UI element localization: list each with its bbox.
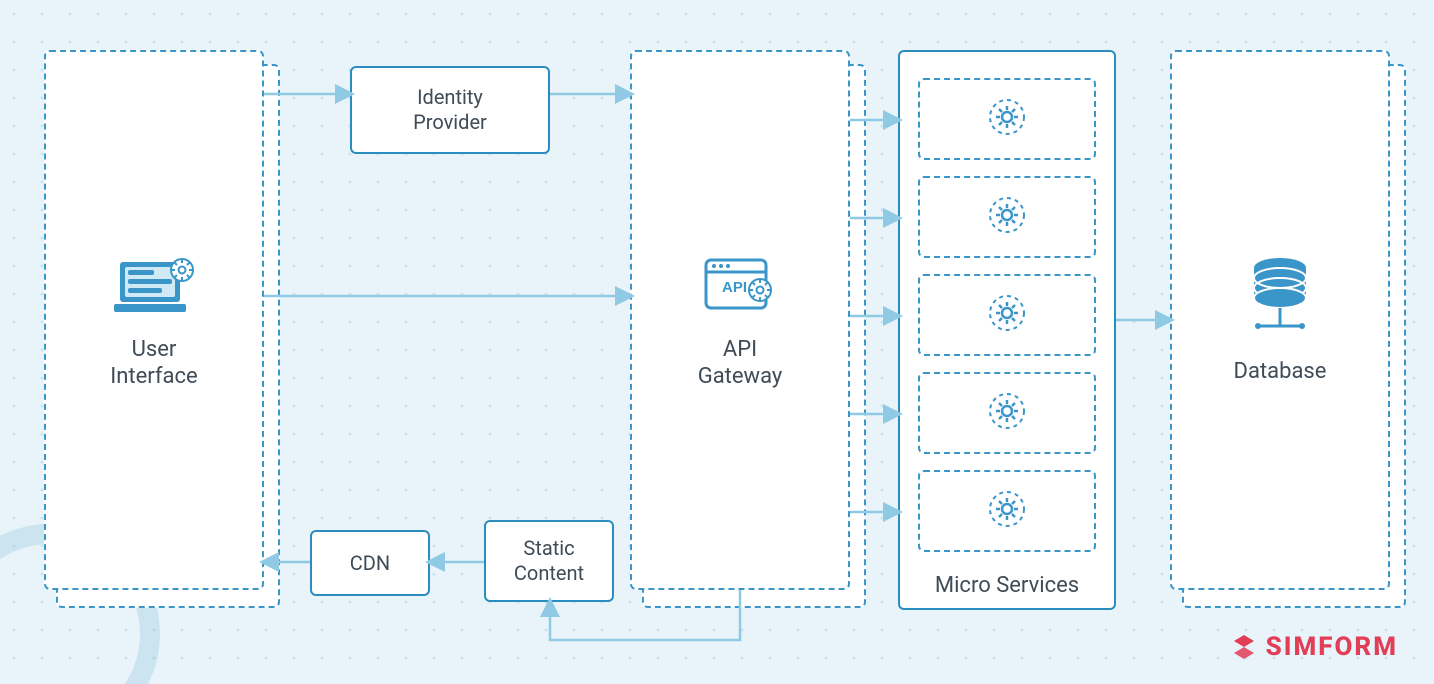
gear-icon — [985, 389, 1029, 437]
microservice-item-4 — [918, 372, 1096, 454]
gear-icon — [985, 291, 1029, 339]
identity-provider-box: IdentityProvider — [350, 66, 550, 154]
user-interface-box: UserInterface — [44, 50, 264, 590]
api-gateway-box: API APIGateway — [630, 50, 850, 590]
api-gear-icon: API — [692, 250, 788, 322]
identity-provider-label: IdentityProvider — [413, 85, 487, 135]
user-interface-label: UserInterface — [110, 336, 197, 391]
gear-icon — [985, 487, 1029, 535]
database-icon — [1240, 254, 1320, 344]
microservice-item-5 — [918, 470, 1096, 552]
microservice-item-2 — [918, 176, 1096, 258]
svg-text:API: API — [722, 279, 747, 296]
database-box: Database — [1170, 50, 1390, 590]
brand-mark-icon — [1230, 633, 1258, 661]
cdn-label: CDN — [350, 551, 390, 576]
cdn-box: CDN — [310, 530, 430, 596]
brand-text: SIMFORM — [1266, 632, 1398, 662]
microservice-item-3 — [918, 274, 1096, 356]
gear-icon — [985, 193, 1029, 241]
microservice-item-1 — [918, 78, 1096, 160]
static-content-label: StaticContent — [514, 536, 584, 586]
gear-icon — [985, 95, 1029, 143]
brand-logo: SIMFORM — [1230, 632, 1398, 662]
static-content-box: StaticContent — [484, 520, 614, 602]
api-gateway-label: APIGateway — [698, 336, 783, 391]
laptop-gear-icon — [106, 250, 202, 322]
microservices-label: Micro Services — [900, 573, 1114, 598]
database-label: Database — [1234, 358, 1327, 386]
